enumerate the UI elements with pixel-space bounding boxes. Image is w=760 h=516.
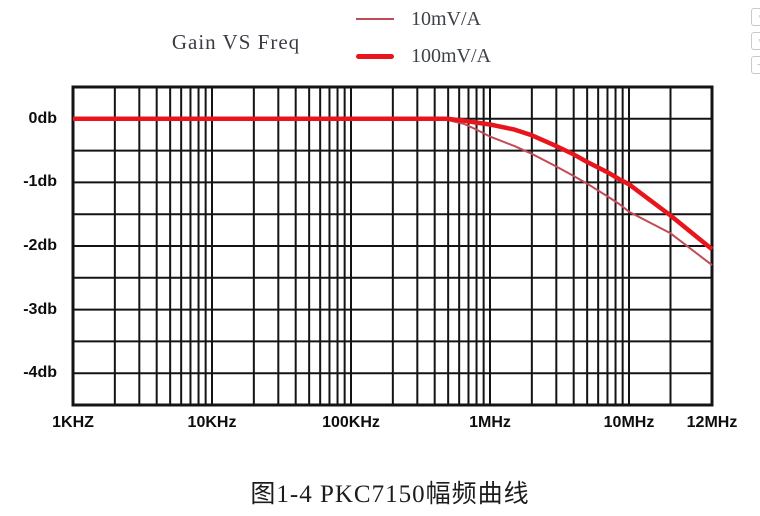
cutoff-toolbar-button-circle-icon[interactable]: ◦	[751, 8, 760, 26]
x-axis-tick-label: 10MHz	[603, 414, 655, 431]
plot-border	[71, 85, 714, 407]
legend-label: 100mV/A	[411, 44, 491, 67]
x-axis-tick-label: 100KHz	[322, 414, 380, 431]
legend-item-10mvpa: 10mV/A	[356, 6, 481, 32]
x-axis-tick-label: 1KHZ	[52, 414, 94, 431]
x-axis-tick-label: 1MHz	[469, 414, 511, 431]
y-axis-tick-label: -1db	[23, 173, 57, 191]
legend-item-100mvpa: 100mV/A	[356, 43, 491, 69]
cutoff-toolbar-button-square-icon[interactable]: ▫	[751, 32, 760, 50]
legend-label: 10mV/A	[411, 7, 481, 30]
y-axis-tick-label: -4db	[23, 364, 57, 382]
chart-title: Gain VS Freq	[171, 30, 301, 54]
y-axis-tick-label: -2db	[23, 237, 57, 254]
x-axis-tick-label: 12MHz	[686, 414, 738, 431]
thin-line-swatch-icon	[356, 18, 394, 20]
y-axis-tick-label: 0db	[28, 109, 57, 127]
thick-line-swatch-icon	[356, 53, 394, 59]
cutoff-toolbar-button-dash-icon[interactable]: –	[751, 56, 760, 74]
y-axis-tick-label: -3db	[23, 300, 57, 318]
series-line-100mV-A	[73, 116, 714, 251]
x-axis-tick-label: 10KHz	[187, 414, 237, 431]
figure-caption: 图1-4 PKC7150幅频曲线	[250, 481, 530, 508]
